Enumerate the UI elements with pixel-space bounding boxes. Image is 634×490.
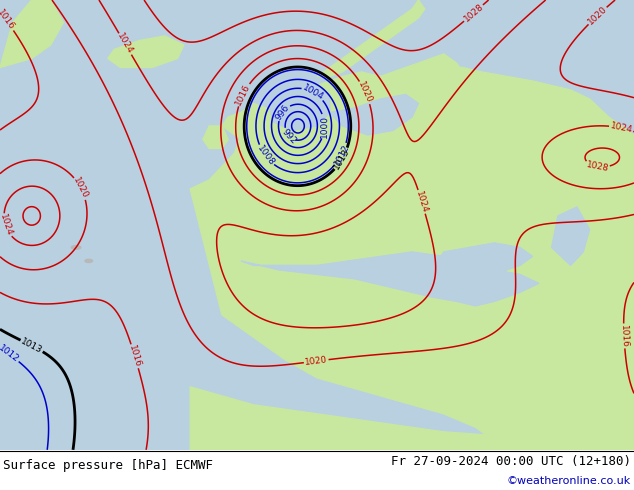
Polygon shape <box>552 207 590 266</box>
Text: 1024: 1024 <box>115 32 135 56</box>
Text: 1012: 1012 <box>0 343 21 365</box>
Text: 1020: 1020 <box>586 4 609 27</box>
Text: 996: 996 <box>274 103 292 122</box>
Polygon shape <box>108 36 184 68</box>
Ellipse shape <box>71 245 81 249</box>
Text: 1013: 1013 <box>20 337 44 355</box>
Text: 1012: 1012 <box>332 142 351 167</box>
Text: 1024: 1024 <box>414 190 429 214</box>
Text: 1020: 1020 <box>304 355 328 367</box>
Text: 1028: 1028 <box>585 160 609 173</box>
Text: 992: 992 <box>280 127 298 146</box>
Polygon shape <box>190 68 634 450</box>
Text: Fr 27-09-2024 00:00 UTC (12+180): Fr 27-09-2024 00:00 UTC (12+180) <box>391 455 631 467</box>
Polygon shape <box>317 0 425 76</box>
Text: 1016: 1016 <box>0 8 16 32</box>
Text: 1013: 1013 <box>332 147 352 171</box>
Text: 1028: 1028 <box>462 2 485 24</box>
Polygon shape <box>330 95 418 135</box>
Text: 1008: 1008 <box>255 144 276 168</box>
Text: 1020: 1020 <box>72 176 90 200</box>
Polygon shape <box>380 54 463 95</box>
Text: 1024: 1024 <box>0 213 13 238</box>
Text: 1016: 1016 <box>127 344 143 368</box>
Polygon shape <box>203 126 228 148</box>
Polygon shape <box>0 0 63 68</box>
Polygon shape <box>266 85 330 130</box>
Polygon shape <box>190 387 634 450</box>
Text: 1004: 1004 <box>301 83 325 102</box>
Text: 1016: 1016 <box>234 82 252 107</box>
Polygon shape <box>222 103 273 144</box>
Ellipse shape <box>85 259 93 263</box>
Polygon shape <box>437 243 533 274</box>
Text: Surface pressure [hPa] ECMWF: Surface pressure [hPa] ECMWF <box>3 460 213 472</box>
Text: 1016: 1016 <box>619 324 629 347</box>
Text: 1000: 1000 <box>320 115 329 138</box>
Text: 1020: 1020 <box>356 80 374 105</box>
Text: 1024: 1024 <box>609 121 633 135</box>
Text: ©weatheronline.co.uk: ©weatheronline.co.uk <box>507 476 631 486</box>
Polygon shape <box>241 252 539 306</box>
